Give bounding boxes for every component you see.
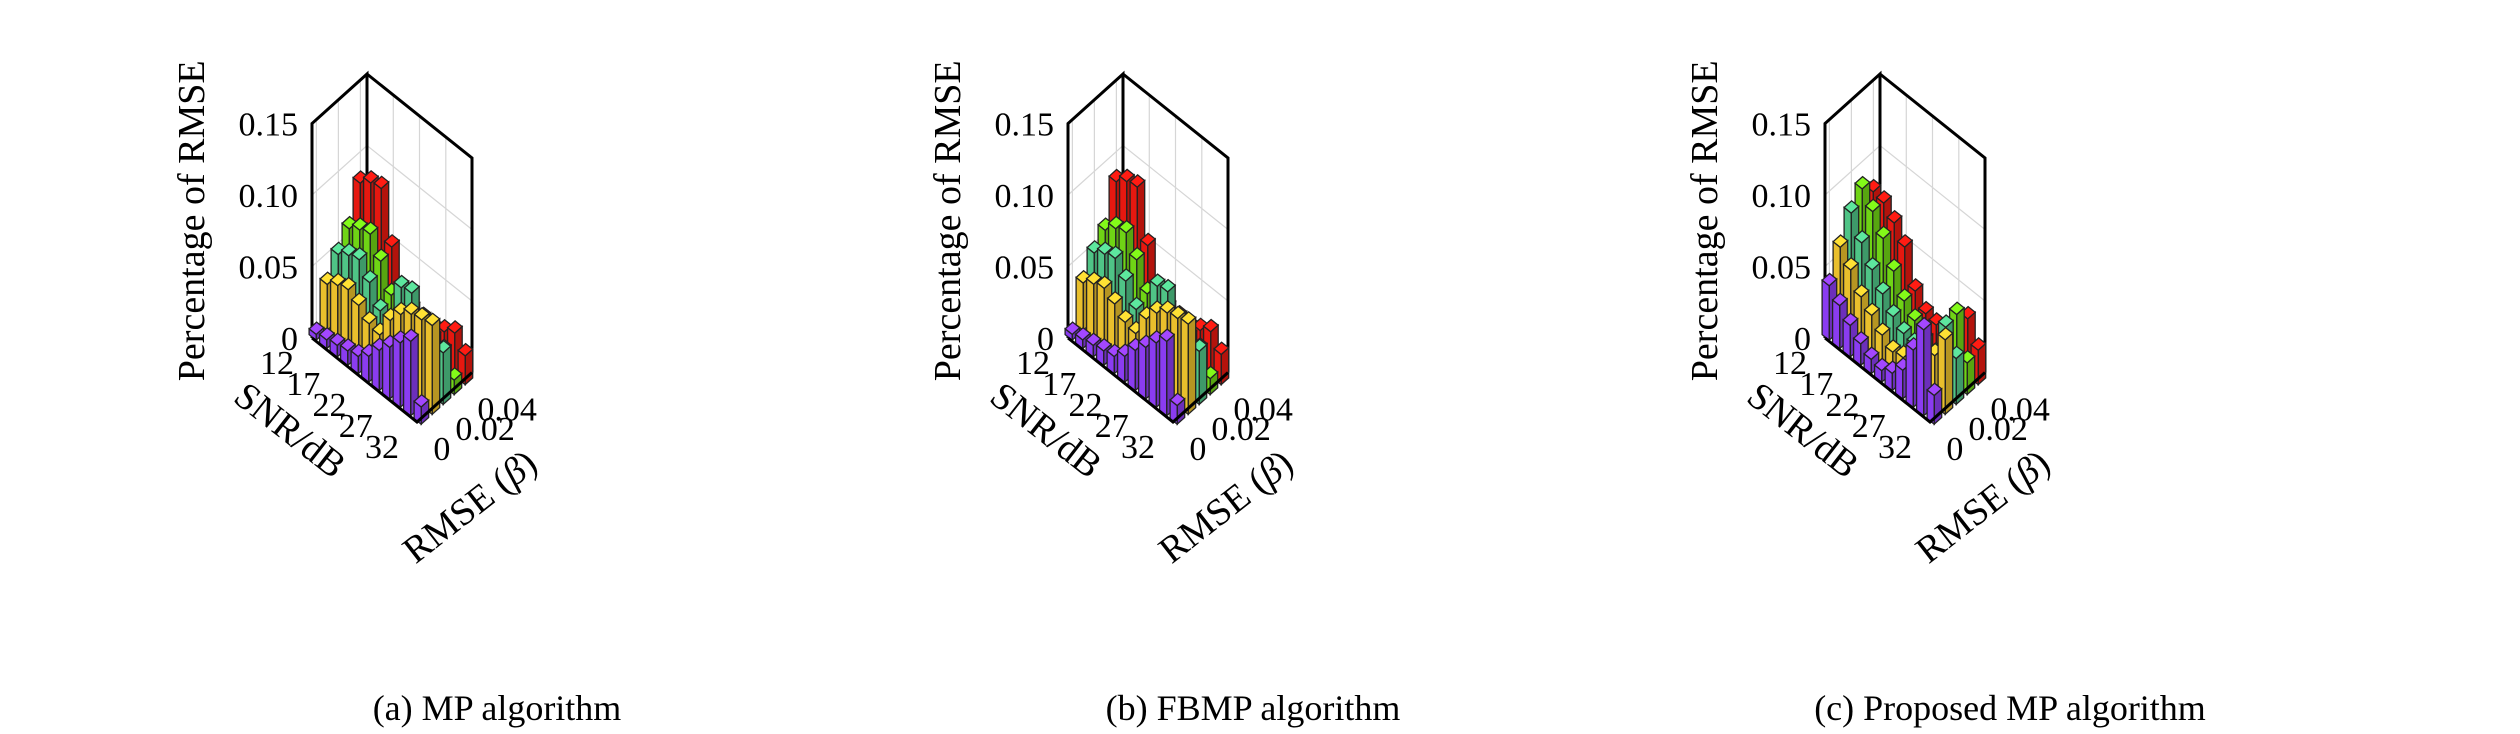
snr-tick-label: 17 (1042, 366, 1076, 403)
snr-tick-label: 17 (1799, 366, 1833, 403)
bar-snr32-rmse0.01 (424, 312, 441, 416)
grid-line (1824, 73, 1986, 159)
snr-tick-label: 32 (1878, 429, 1912, 466)
bar-front (1905, 343, 1914, 409)
bar-front (371, 343, 380, 392)
rmse-tick-label: 0.02 (1968, 411, 2028, 448)
bar-front (1821, 278, 1830, 342)
chart-caption: (b) FBMP algorithm (1106, 688, 1401, 728)
bar-front (319, 277, 328, 332)
axis-frame-floor (1824, 336, 1987, 424)
bar-front (1158, 334, 1168, 418)
rmse-tick-label: 0.02 (1211, 411, 1271, 448)
grid-line (1067, 73, 1229, 159)
rmse-tick-label: 0.02 (455, 411, 515, 448)
rmse-tick-label: 0 (1946, 431, 1963, 468)
bar-front (1085, 277, 1095, 341)
snr-tick-label: 27 (1852, 408, 1886, 445)
z-tick-label: 0.10 (239, 178, 299, 215)
rmse-tick-label: 0 (1189, 431, 1206, 468)
z-tick-label: 0.15 (239, 107, 299, 144)
rmse-tick-label: 0 (433, 431, 450, 468)
snr-tick-label: 12 (1773, 345, 1807, 382)
bar-front (1075, 276, 1084, 332)
snr-tick-label: 12 (1016, 345, 1050, 382)
bar-front (1915, 323, 1925, 418)
snr-tick-label: 32 (365, 429, 399, 466)
grid-line (311, 144, 473, 230)
z-tick-label: 0.10 (1752, 178, 1812, 215)
z-tick-label: 0.15 (1752, 107, 1812, 144)
axis-frame-floor (1067, 336, 1230, 424)
bar-front (1148, 336, 1157, 409)
snr-tick-label: 22 (1069, 387, 1103, 424)
rmse-axis-label: RMSE (β) (1151, 442, 1301, 572)
z-tick-label: 0 (1794, 321, 1811, 358)
rmse-axis-label: RMSE (β) (395, 442, 545, 572)
z-axis-label: Percentage of RMSE (1684, 60, 1726, 381)
z-tick-label: 0 (281, 321, 298, 358)
z-tick-label: 0 (1037, 321, 1054, 358)
z-axis-label: Percentage of RMSE (171, 60, 213, 381)
z-tick-label: 0.05 (1752, 250, 1812, 287)
bar-front (402, 334, 412, 418)
bar-front (1127, 343, 1136, 392)
chart-caption: (c) Proposed MP algorithm (1814, 688, 2206, 728)
snr-tick-label: 12 (260, 345, 294, 382)
z-tick-label: 0.10 (995, 178, 1055, 215)
snr-tick-label: 27 (339, 408, 373, 445)
bar-side (431, 317, 441, 416)
rmse-tick-label: 0.04 (1990, 391, 2049, 428)
axis-frame-back-wall (1122, 72, 1230, 373)
rmse-tick-label: 0.04 (1233, 391, 1293, 428)
bar-snr30-rmse0 (1158, 328, 1176, 418)
snr-tick-label: 27 (1095, 408, 1129, 445)
snr-tick-label: 32 (1121, 429, 1155, 466)
grid-line (1067, 144, 1229, 230)
snr-tick-label: 22 (1826, 387, 1860, 424)
bar-front (381, 340, 391, 401)
snr-tick-label: 17 (286, 366, 320, 403)
axis-frame-back-wall (1879, 72, 1987, 373)
snr-tick-label: 22 (313, 387, 347, 424)
rmse-axis-label: RMSE (β) (1908, 442, 2058, 572)
bar-front (392, 336, 401, 409)
axis-frame-back-wall (366, 72, 474, 373)
bar-snr32-rmse0.01 (1180, 310, 1197, 416)
grid-line (311, 73, 473, 159)
rmse-tick-label: 0.04 (477, 391, 537, 428)
z-tick-label: 0.15 (995, 107, 1055, 144)
bar-front (1137, 340, 1147, 401)
axis-frame-left-wall (1823, 70, 1882, 338)
axis-frame-floor (311, 336, 474, 424)
bar-front (1831, 298, 1841, 350)
z-tick-label: 0.05 (995, 250, 1055, 287)
bar-front (329, 278, 339, 341)
bar-snr30-rmse0 (402, 328, 420, 418)
z-tick-label: 0.05 (239, 250, 299, 287)
chart-caption: (a) MP algorithm (373, 688, 622, 728)
bar-side (1187, 316, 1197, 416)
z-axis-label: Percentage of RMSE (927, 60, 969, 381)
